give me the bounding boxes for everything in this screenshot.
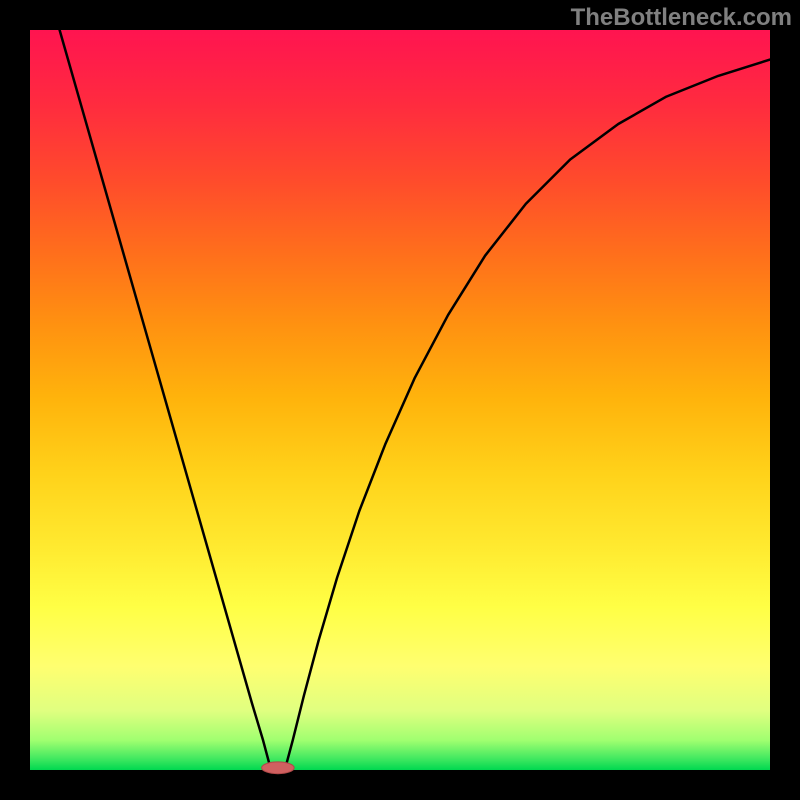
chart-container: TheBottleneck.com xyxy=(0,0,800,800)
chart-plot-area xyxy=(30,30,770,770)
optimal-point-marker xyxy=(262,762,295,774)
watermark-text: TheBottleneck.com xyxy=(571,4,792,32)
bottleneck-chart xyxy=(0,0,800,800)
